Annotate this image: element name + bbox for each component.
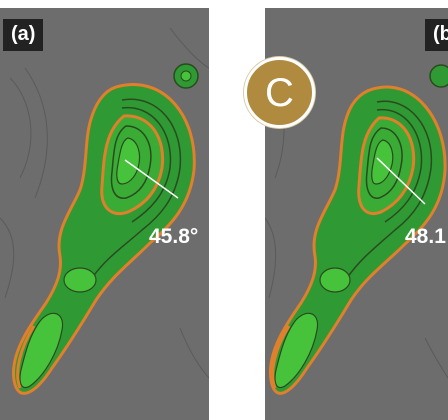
panel-b-contour-map [265,64,448,395]
panel-b-label: (b [425,19,448,51]
panel-a-contour-map [0,27,209,395]
panel-b-angle-label: 48.1 [405,225,446,248]
panel-a-label: (a) [3,19,44,51]
panel-a-angle-label: 45.8° [149,225,199,248]
badge-c: C [244,57,315,128]
panel-a-image: (a) 45.8° [0,8,209,420]
badge-letter: C [265,70,294,115]
